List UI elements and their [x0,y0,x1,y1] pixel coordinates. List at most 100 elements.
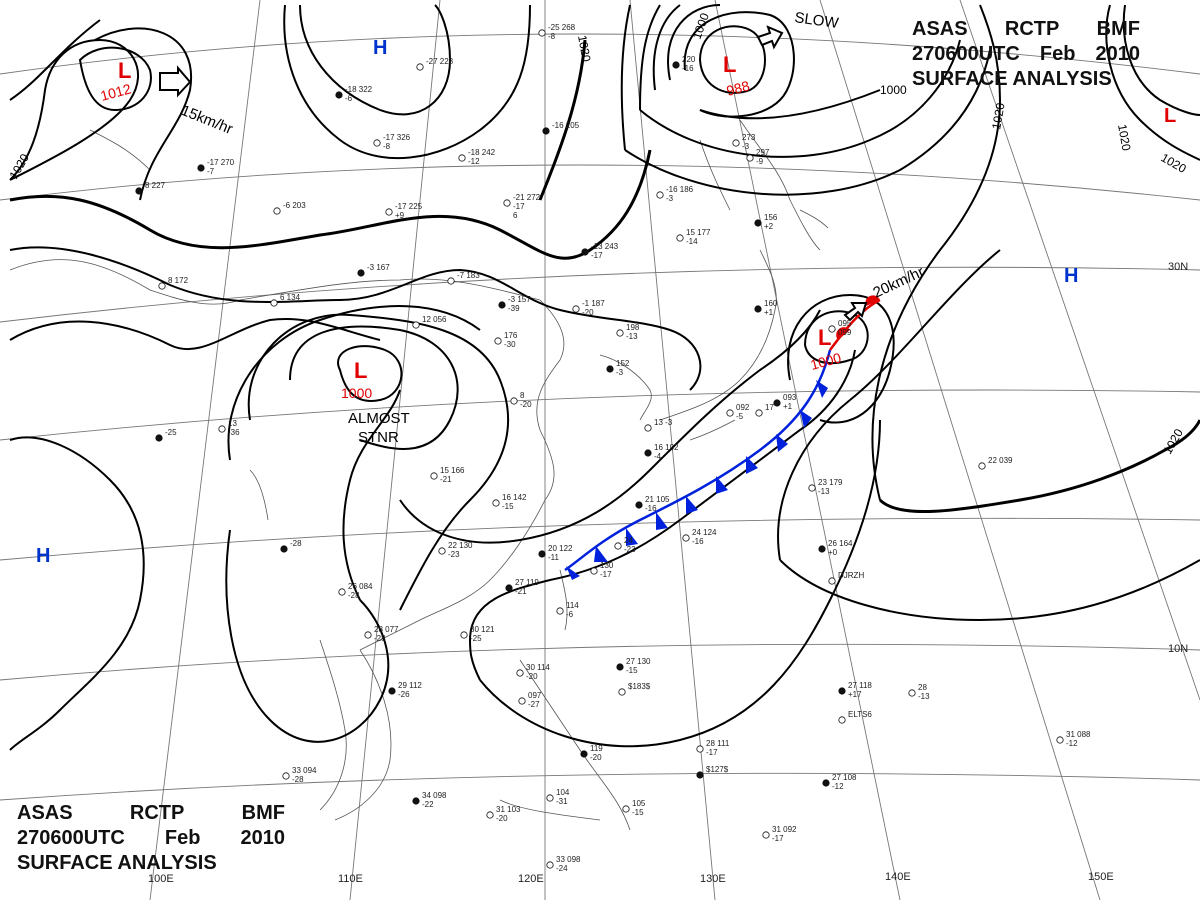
coastlines [9,119,829,831]
isobar-line [777,249,1001,561]
station-value: 24 [624,536,633,545]
station-observation: -3 167 [367,263,390,272]
station-observation: 13 -3 [654,418,673,427]
station-marker-icon [335,91,343,99]
station-marker-icon [616,329,624,337]
station-marker-icon [696,771,704,779]
station-observation: -17 270-7 [207,158,235,176]
station-observation: 31 088-12 [1066,730,1091,748]
station-marker-icon [726,409,734,417]
station-marker-icon [430,472,438,480]
coast-line [799,209,829,229]
cold-front-triangle [816,380,828,398]
high-pressure-symbol: H [373,37,387,59]
station-observation: 21 105-16 [645,495,670,513]
station-value: -25 [470,634,482,643]
header-center: RCTP [1004,18,1060,40]
station-observation: 33 094-28 [292,766,317,784]
cold-front-triangle [776,434,788,452]
header-month: Feb [164,827,201,849]
longitude-line-150e [819,0,1101,900]
station-marker-icon [616,663,624,671]
station-marker-icon [822,779,830,787]
station-observation: 17 [765,403,774,412]
cold-front-triangle [686,496,698,514]
isobar-line [787,293,895,424]
station-value: 27 130 [626,657,651,666]
station-value: -20 [582,308,594,317]
latitude-line [0,772,1200,801]
latitude-line [0,517,1200,561]
station-marker-icon [158,282,166,290]
station-marker-icon [412,321,420,329]
movement-arrow-icon [843,302,868,322]
isobar-line [652,4,681,91]
station-observation: 27 130-15 [626,657,651,675]
station-marker-icon [656,191,664,199]
low-pressure-symbol: L [818,325,831,350]
station-observation: 34 098-22 [422,791,447,809]
station-observation: 26 084-28 [348,582,373,600]
cold-front-triangle [746,456,758,474]
station-marker-icon [505,584,513,592]
station-observation: -1 187-20 [582,299,605,317]
japan-coast [689,419,736,441]
station-marker-icon [492,499,500,507]
warm-front-line [829,298,881,351]
station-value: 13 -3 [654,418,673,427]
header-datetime: 270600UTC [17,827,125,849]
station-value: -28 [292,775,304,784]
station-observation: 16 142-15 [502,493,527,511]
station-marker-icon [357,269,365,277]
station-marker-icon [676,234,684,242]
station-value: -13 [818,487,830,496]
low-pressure-value: 1000 [809,349,843,373]
station-observation: 22 130-23 [448,541,473,559]
station-observation: 105-15 [632,799,646,817]
station-value: -17 [706,748,718,757]
station-value: 27 119 [515,578,539,587]
station-marker-icon [732,139,740,147]
station-marker-icon [155,434,163,442]
station-value: 28 111 [706,739,730,748]
station-value: -22 [422,800,434,809]
isobar-line [289,325,459,450]
station-value: -12 [1066,739,1078,748]
header-product: SURFACE ANALYSIS [17,852,217,874]
station-value: 26 164 [828,539,853,548]
station-marker-icon [546,794,554,802]
latitude-line-10n [0,643,1200,681]
station-observation: -17 225+9 [395,202,423,220]
station-value: +1 [783,402,793,411]
station-marker-icon [412,797,420,805]
station-marker-icon [338,588,346,596]
station-value: 17 [765,403,774,412]
header-product: SURFACE ANALYSIS [912,68,1112,90]
station-value: -3 [666,194,674,203]
station-value: -6 [345,94,353,103]
station-observation: 8 172 [168,276,189,285]
header-agency: ASAS [912,18,968,40]
isobar-line [342,389,401,601]
longitude-label: 140E [885,871,911,883]
isobar-line [283,4,531,160]
station-marker-icon [828,325,836,333]
isobar-line-1020 [538,39,587,201]
station-marker-icon [696,745,704,753]
station-value: 093 [783,393,797,402]
station-value: -16 186 [666,185,694,194]
station-value: -3 167 [367,263,390,272]
isobar-line [225,529,390,743]
station-marker-icon [385,208,393,216]
header-year: 2010 [1095,43,1141,65]
station-value: 097 [528,691,542,700]
station-marker-icon [572,305,580,313]
station-value: -12 [832,782,844,791]
station-value: -13 243 [591,242,619,251]
station-marker-icon [538,29,546,37]
header-agency: ASAS [17,802,73,824]
cold-front-triangle [594,546,608,562]
station-observation: 27 119-21 [515,578,539,596]
